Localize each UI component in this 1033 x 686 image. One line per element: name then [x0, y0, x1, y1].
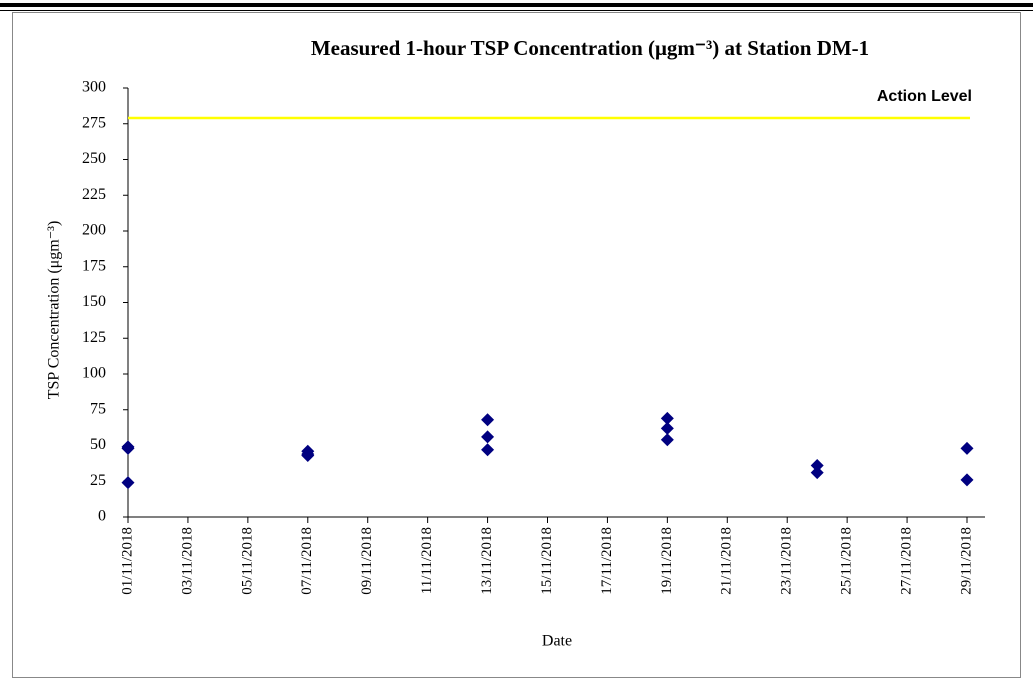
- x-tick-label: 17/11/2018: [599, 527, 615, 595]
- x-tick-label: 03/11/2018: [179, 527, 195, 595]
- data-point: [481, 430, 495, 444]
- y-tick-label: 50: [90, 436, 106, 453]
- data-point: [660, 411, 674, 425]
- x-tick-label: 01/11/2018: [119, 527, 135, 595]
- y-tick-label: 0: [98, 508, 106, 525]
- data-point: [481, 443, 495, 457]
- x-tick-label: 25/11/2018: [839, 527, 855, 595]
- x-tick-label: 07/11/2018: [299, 527, 315, 595]
- data-point: [481, 413, 495, 427]
- x-tick-label: 29/11/2018: [958, 527, 974, 595]
- top-rule: [0, 3, 1033, 7]
- x-tick-label: 09/11/2018: [359, 527, 375, 595]
- data-point: [121, 441, 135, 455]
- y-tick-label: 25: [90, 472, 106, 489]
- y-tick-label: 275: [82, 114, 106, 131]
- data-point: [660, 421, 674, 435]
- x-axis-label: Date: [542, 633, 572, 650]
- data-point: [121, 476, 135, 490]
- y-tick-label: 200: [82, 222, 106, 239]
- data-point: [960, 473, 974, 487]
- y-tick-label: 300: [82, 79, 106, 96]
- data-point: [810, 459, 824, 473]
- x-tick-label: 15/11/2018: [539, 527, 555, 595]
- y-tick-label: 250: [82, 150, 106, 167]
- data-point: [660, 433, 674, 447]
- y-tick-label: 75: [90, 400, 106, 417]
- chart-title: Measured 1-hour TSP Concentration (μgm⁻³…: [311, 36, 869, 60]
- y-tick-label: 125: [82, 329, 106, 346]
- y-tick-label: 100: [82, 365, 106, 382]
- x-tick-label: 05/11/2018: [239, 527, 255, 595]
- data-point: [960, 441, 974, 455]
- frame: [12, 12, 1021, 678]
- data-point: [810, 466, 824, 480]
- x-tick-label: 27/11/2018: [899, 527, 915, 595]
- y-tick-label: 175: [82, 257, 106, 274]
- x-tick-label: 13/11/2018: [479, 527, 495, 595]
- data-point: [301, 449, 315, 463]
- x-tick-label: 19/11/2018: [659, 527, 675, 595]
- top-rule-thin: [0, 10, 1033, 11]
- y-tick-label: 150: [82, 293, 106, 310]
- x-tick-label: 11/11/2018: [419, 527, 435, 594]
- x-tick-label: 23/11/2018: [779, 527, 795, 595]
- action-level-label: Action Level: [877, 88, 972, 105]
- y-tick-label: 225: [82, 186, 106, 203]
- x-tick-label: 21/11/2018: [719, 527, 735, 595]
- y-axis-label: TSP Concentration (μgm⁻³): [46, 221, 63, 400]
